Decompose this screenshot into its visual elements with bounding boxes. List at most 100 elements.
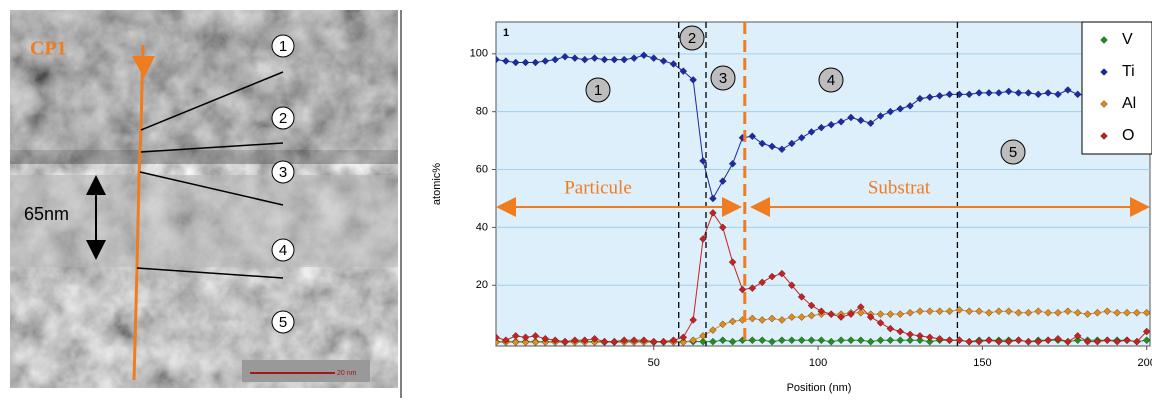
region-number: 3	[279, 164, 287, 181]
data-point	[669, 336, 678, 344]
data-point	[817, 123, 826, 132]
data-point	[837, 313, 845, 321]
data-point	[1034, 90, 1043, 99]
data-point	[1054, 334, 1062, 343]
zone-marker	[1000, 139, 1026, 165]
data-point	[906, 336, 914, 344]
data-point	[689, 316, 697, 324]
data-point	[906, 102, 914, 110]
data-point	[496, 55, 500, 64]
zone-marker	[585, 77, 611, 103]
data-point	[561, 52, 569, 61]
data-point	[1083, 337, 1092, 346]
region-markers: 1 2 3 4 5	[271, 34, 295, 334]
region-label: Substrat	[868, 177, 931, 198]
data-point	[827, 310, 835, 318]
data-point	[866, 313, 875, 321]
data-point	[531, 332, 540, 340]
data-point	[669, 60, 678, 68]
data-point	[718, 177, 727, 185]
data-point	[945, 336, 954, 344]
data-point	[847, 113, 855, 122]
data-point	[916, 94, 924, 103]
data-point	[837, 118, 845, 126]
data-point	[847, 336, 855, 344]
profile-arrow	[132, 56, 155, 78]
scale-bar-label: 20 nm	[337, 370, 357, 377]
data-point	[817, 307, 826, 316]
data-point	[827, 120, 835, 129]
data-point	[1024, 308, 1033, 317]
thickness-label: 65nm	[24, 204, 69, 224]
data-point	[659, 337, 668, 346]
data-point	[955, 336, 964, 344]
panel-label: 1	[503, 27, 509, 39]
data-point	[571, 336, 579, 344]
data-point	[807, 301, 816, 310]
data-point	[580, 336, 589, 344]
data-point	[496, 333, 500, 342]
data-point	[778, 269, 786, 278]
data-point	[1113, 337, 1121, 346]
micrograph	[10, 10, 398, 388]
y-tick-label: 100	[470, 48, 488, 60]
data-point	[866, 337, 875, 346]
data-point	[590, 334, 599, 343]
data-point	[797, 133, 806, 142]
data-point	[896, 310, 905, 318]
data-point	[1123, 308, 1131, 317]
profile-line	[132, 44, 145, 381]
data-point	[1004, 337, 1013, 346]
region-number: 1	[279, 38, 287, 55]
data-point	[1064, 307, 1072, 316]
data-point	[511, 338, 520, 346]
data-point	[857, 336, 865, 344]
data-point	[718, 336, 727, 344]
data-point	[502, 57, 510, 65]
legend-marker	[1100, 132, 1108, 140]
data-point	[1133, 308, 1141, 317]
data-point	[985, 308, 993, 317]
region-leaders	[136, 71, 284, 279]
data-point	[837, 336, 845, 344]
data-point	[1142, 336, 1150, 344]
data-point	[896, 336, 905, 344]
data-point	[787, 139, 796, 148]
data-point	[965, 90, 974, 99]
region-number: 4	[279, 242, 287, 259]
data-point	[610, 337, 619, 346]
data-point	[541, 57, 550, 65]
zone-marker	[679, 25, 705, 51]
data-point	[649, 54, 658, 62]
data-point	[728, 337, 737, 346]
data-point	[561, 337, 569, 346]
data-point	[590, 54, 599, 62]
data-point	[1064, 337, 1072, 346]
data-point	[709, 337, 717, 346]
legend-marker	[1100, 100, 1108, 108]
data-point	[758, 278, 766, 287]
data-point	[965, 307, 974, 316]
data-point	[797, 313, 806, 321]
data-point	[1044, 336, 1052, 344]
data-point	[1004, 87, 1013, 96]
data-point	[886, 107, 895, 116]
region-number: 2	[279, 110, 287, 127]
data-point	[807, 128, 816, 136]
data-point	[610, 55, 619, 64]
data-point	[620, 336, 628, 344]
data-point	[906, 308, 914, 317]
profile-label: CP1	[30, 38, 67, 60]
data-point	[679, 67, 688, 75]
data-point	[531, 58, 540, 67]
x-tick-label: 200	[1138, 357, 1152, 369]
legend-label: O	[1122, 127, 1134, 144]
data-point	[630, 336, 638, 344]
data-point	[975, 89, 983, 97]
data-point	[807, 336, 816, 344]
data-point	[926, 333, 934, 342]
data-point	[985, 336, 993, 344]
data-point	[1073, 336, 1082, 344]
data-point	[945, 90, 954, 99]
